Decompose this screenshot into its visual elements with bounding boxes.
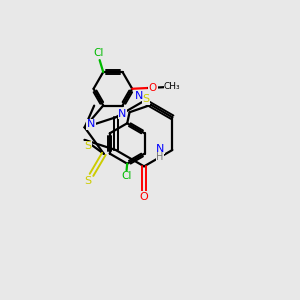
Text: H: H [156,152,164,162]
Text: O: O [149,83,157,93]
Text: N: N [134,91,143,100]
Text: Cl: Cl [93,48,103,58]
Text: O: O [140,192,148,202]
Text: S: S [85,176,92,185]
Text: N: N [87,119,95,129]
Text: S: S [85,141,92,152]
Text: Cl: Cl [122,171,132,181]
Text: N: N [156,143,164,154]
Text: S: S [142,94,149,104]
Text: CH₃: CH₃ [164,82,181,91]
Text: N: N [118,109,127,119]
